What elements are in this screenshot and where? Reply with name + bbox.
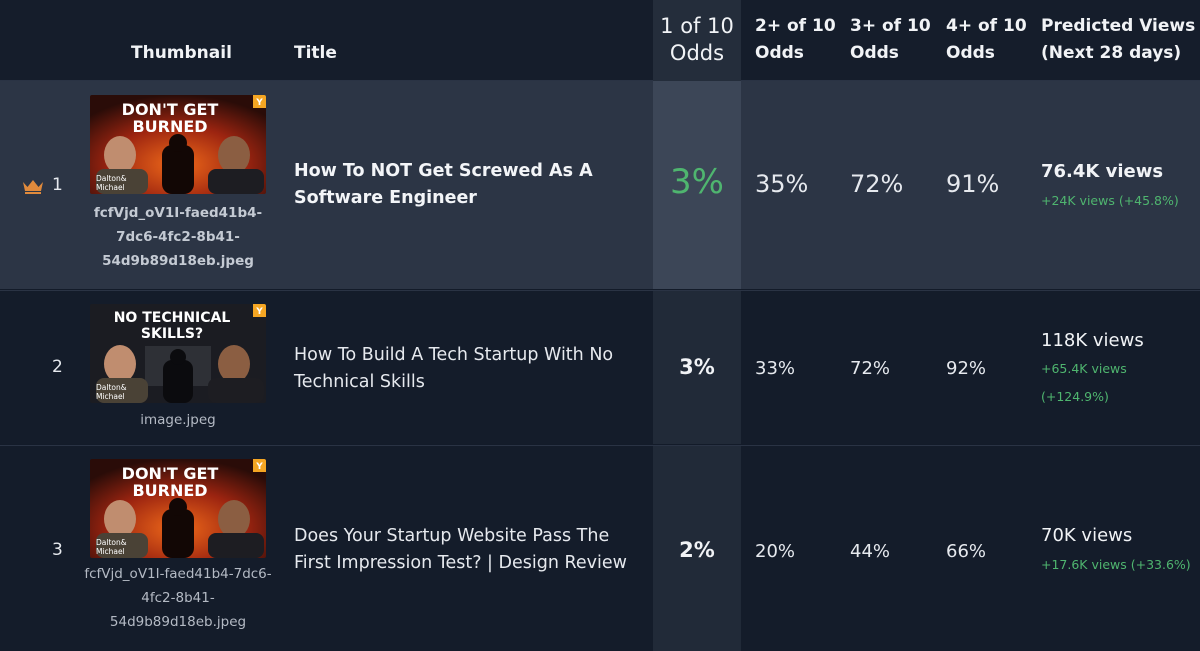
filename-line: 7dc6-4fc2-8b41- — [116, 229, 240, 245]
header-odds-4-line1: 4+ of 10 — [946, 16, 1027, 36]
odds-1-of-10: 3% — [670, 162, 724, 202]
svg-text:DON'T GET: DON'T GET — [122, 464, 219, 483]
thumbnail-image[interactable]: Y DON'T GET BURNED Dalton& Michael — [90, 459, 266, 558]
odds-2-of-10: 33% — [755, 358, 796, 379]
svg-text:Michael: Michael — [96, 392, 125, 401]
filename-line: 54d9b89d18eb.jpeg — [109, 614, 247, 630]
video-title[interactable]: Does Your Startup Website Pass The First… — [294, 523, 639, 577]
table-row[interactable]: 2 Y NO TECHNICAL SKILLS? Dalton& Michael… — [0, 290, 1200, 444]
svg-text:Dalton&: Dalton& — [96, 538, 127, 547]
video-title[interactable]: How To Build A Tech Startup With No Tech… — [294, 342, 639, 396]
header-odds-3-line2: Odds — [850, 43, 899, 63]
table-header: Thumbnail Title 1 of 10 Odds 2+ of 10 Od… — [0, 0, 1200, 81]
thumbnail-image[interactable]: Y NO TECHNICAL SKILLS? Dalton& Michael — [90, 304, 266, 403]
title-line: How To NOT Get Screwed As A — [294, 161, 593, 181]
filename-line: 54d9b89d18eb.jpeg — [102, 253, 254, 269]
filename-line: fcfVjd_oV1I-faed41b4- — [93, 205, 263, 221]
filename-line: fcfVjd_oV1I-faed41b4-7dc6- — [84, 566, 272, 582]
header-odds-1-line1: 1 of 10 — [660, 14, 734, 38]
odds-4-of-10: 92% — [946, 358, 987, 379]
header-odds-3-line1: 3+ of 10 — [850, 16, 931, 36]
thumbnail-filename: fcfVjd_oV1I-faed41b4- 7dc6-4fc2-8b41- 54… — [80, 201, 276, 273]
svg-text:BURNED: BURNED — [132, 481, 207, 500]
odds-column-highlight — [653, 446, 741, 651]
header-views-line2: (Next 28 days) — [1041, 43, 1182, 63]
views-delta: +24K views (+45.8%) — [1041, 193, 1179, 208]
rank-number: 1 — [52, 175, 63, 195]
thumbnail-graphic: Y DON'T GET BURNED Dalton& Michael — [90, 95, 266, 194]
odds-column-highlight — [653, 0, 741, 81]
svg-text:Y: Y — [255, 462, 263, 472]
odds-column-highlight — [653, 291, 741, 444]
rank-number: 3 — [52, 540, 63, 560]
table-row[interactable]: 1 Y DON'T GET BURNED Dalton& Michael — [0, 81, 1200, 289]
odds-2-of-10: 20% — [755, 541, 796, 562]
title-line: Does Your Startup Website Pass The — [294, 526, 610, 546]
thumbnail-image[interactable]: Y DON'T GET BURNED Dalton& Michael — [90, 95, 266, 194]
svg-text:Dalton&: Dalton& — [96, 174, 127, 183]
filename-line: 4fc2-8b41- — [141, 590, 215, 606]
odds-column-highlight — [653, 81, 741, 289]
svg-text:Dalton&: Dalton& — [96, 383, 127, 392]
table-row[interactable]: 3 Y DON'T GET BURNED Dalton& Michael — [0, 445, 1200, 651]
thumbnail-filename: image.jpeg — [140, 412, 216, 428]
header-odds-2-line1: 2+ of 10 — [755, 16, 836, 36]
header-odds-1[interactable]: 1 of 10 Odds — [653, 13, 741, 67]
svg-text:Y: Y — [255, 307, 263, 317]
header-odds-2-line2: Odds — [755, 43, 804, 63]
views-delta: +17.6K views (+33.6%) — [1041, 557, 1191, 572]
svg-text:BURNED: BURNED — [132, 117, 207, 136]
header-odds-4[interactable]: 4+ of 10 Odds — [946, 13, 1027, 67]
title-line: Technical Skills — [294, 372, 425, 392]
svg-text:Michael: Michael — [96, 547, 125, 556]
header-odds-1-line2: Odds — [669, 41, 725, 65]
odds-1-of-10: 2% — [679, 538, 715, 562]
title-line: How To Build A Tech Startup With No — [294, 345, 614, 365]
odds-4-of-10: 91% — [946, 170, 1000, 198]
svg-text:DON'T GET: DON'T GET — [122, 100, 219, 119]
header-thumbnail[interactable]: Thumbnail — [131, 43, 232, 63]
odds-3-of-10: 72% — [850, 170, 904, 198]
delta-line: +65.4K views — [1041, 361, 1127, 376]
views-delta: +65.4K views (+124.9%) — [1041, 355, 1191, 411]
predicted-views: 70K views — [1041, 525, 1133, 546]
delta-line: (+124.9%) — [1041, 389, 1109, 404]
svg-text:SKILLS?: SKILLS? — [141, 326, 203, 342]
header-odds-2[interactable]: 2+ of 10 Odds — [755, 13, 836, 67]
odds-3-of-10: 72% — [850, 358, 891, 379]
crown-icon — [23, 180, 43, 194]
thumbnail-graphic: Y NO TECHNICAL SKILLS? Dalton& Michael — [90, 304, 266, 403]
header-predicted-views[interactable]: Predicted Views (Next 28 days) — [1041, 13, 1195, 67]
title-line: First Impression Test? | Design Review — [294, 553, 627, 573]
thumbnail-filename: fcfVjd_oV1I-faed41b4-7dc6- 4fc2-8b41- 54… — [80, 562, 276, 634]
predicted-views: 76.4K views — [1041, 161, 1164, 182]
title-line: Software Engineer — [294, 188, 477, 208]
video-title[interactable]: How To NOT Get Screwed As A Software Eng… — [294, 158, 639, 212]
odds-2-of-10: 35% — [755, 170, 809, 198]
rank-number: 2 — [52, 357, 63, 377]
header-odds-4-line2: Odds — [946, 43, 995, 63]
predicted-views: 118K views — [1041, 330, 1144, 351]
odds-1-of-10: 3% — [679, 355, 715, 379]
svg-text:NO TECHNICAL: NO TECHNICAL — [114, 310, 231, 326]
svg-text:Y: Y — [255, 98, 263, 108]
svg-text:Michael: Michael — [96, 183, 125, 192]
header-odds-3[interactable]: 3+ of 10 Odds — [850, 13, 931, 67]
thumbnail-graphic: Y DON'T GET BURNED Dalton& Michael — [90, 459, 266, 558]
odds-3-of-10: 44% — [850, 541, 891, 562]
header-title[interactable]: Title — [294, 43, 337, 63]
header-views-line1: Predicted Views — [1041, 16, 1196, 36]
odds-4-of-10: 66% — [946, 541, 987, 562]
